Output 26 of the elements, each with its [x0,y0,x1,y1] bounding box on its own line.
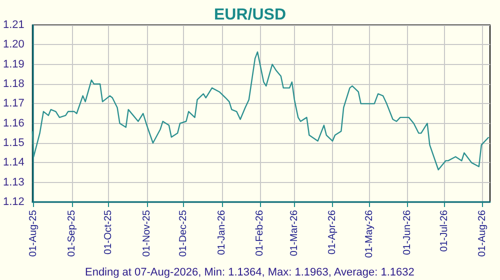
x-tick-label: 01-May-26 [364,210,375,258]
x-tick-label: 01-Aug-26 [477,210,488,257]
x-tick-label: 01-Nov-25 [141,210,152,257]
y-tick-label: 1.20 [2,38,24,51]
x-tick-label: 01-Dec-25 [178,210,190,257]
y-tick-label: 1.21 [2,19,24,31]
y-tick-label: 1.16 [2,117,24,130]
y-tick-label: 1.12 [2,196,24,208]
y-tick-label: 1.14 [2,156,24,169]
y-tick-label: 1.18 [2,78,24,90]
chart-title: EUR/USD [214,6,286,24]
x-tick-label: 01-Oct-25 [103,210,114,254]
x-tick-label: 01-Aug-25 [28,210,40,257]
y-tick-label: 1.19 [2,58,24,70]
line-series [32,51,490,170]
x-tick-label: 01-Jul-26 [438,210,450,252]
y-tick-label: 1.13 [2,176,24,188]
x-tick-label: 01-Feb-26 [254,210,266,256]
x-tick-label: 01-Mar-26 [288,210,300,256]
text: Ending at 07-Aug-2026, Min: 1.1364, Max: 1.1963, Average: 1.1632 [84,266,414,278]
x-tick-label: 01-Jun-26 [402,210,414,256]
x-tick-label: 01-Jan-26 [216,210,228,256]
y-tick-label: 1.15 [2,137,24,149]
y-tick-label: 1.17 [2,98,24,110]
x-tick-label: 01-Apr-26 [327,210,338,254]
x-tick-label: 01-Sep-25 [66,210,78,257]
